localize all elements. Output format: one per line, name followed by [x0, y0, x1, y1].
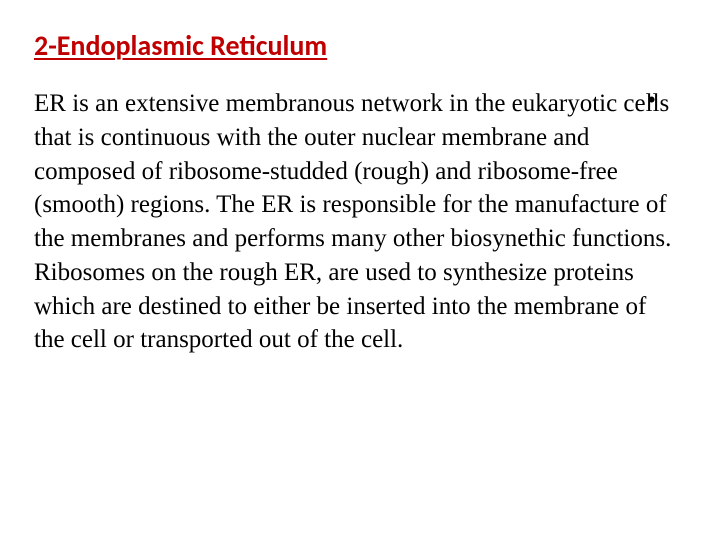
body-text: ER is an extensive membranous network in…	[34, 87, 674, 357]
slide-heading: 2-Endoplasmic Reticulum	[34, 28, 690, 63]
bullet-icon: •	[647, 87, 656, 115]
body-wrap: • ER is an extensive membranous network …	[34, 87, 690, 357]
slide: 2-Endoplasmic Reticulum • ER is an exten…	[0, 0, 720, 540]
